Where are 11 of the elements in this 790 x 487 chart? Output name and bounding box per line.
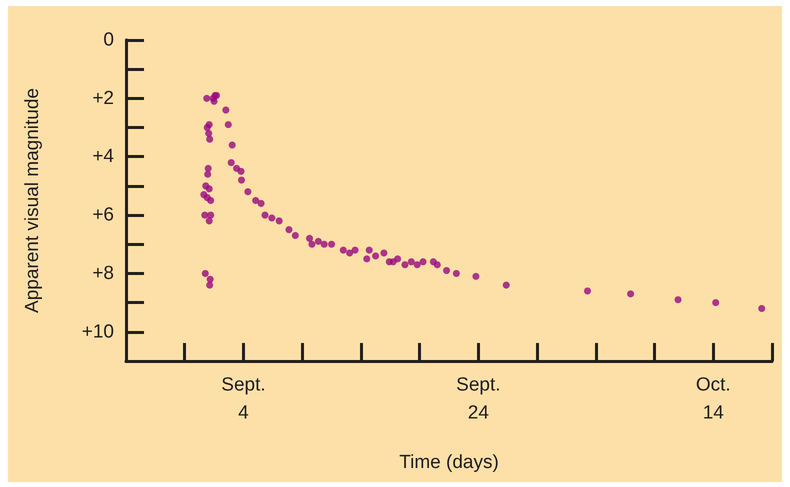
- y-tick-label: +10: [82, 321, 114, 342]
- y-tick-label: +8: [92, 262, 114, 284]
- x-tick-label: Sept. 4: [221, 374, 266, 424]
- x-tick-label: Oct. 14: [696, 374, 731, 424]
- x-tick-label: Sept. 24: [456, 374, 501, 424]
- x-axis-title: Time (days): [399, 452, 499, 473]
- y-tick-label: +6: [92, 204, 114, 226]
- y-axis-title: Apparent visual magnitude: [22, 88, 43, 313]
- y-tick-label: +4: [92, 146, 114, 168]
- y-tick-label: 0: [103, 30, 114, 50]
- y-tick-label: +2: [92, 88, 114, 109]
